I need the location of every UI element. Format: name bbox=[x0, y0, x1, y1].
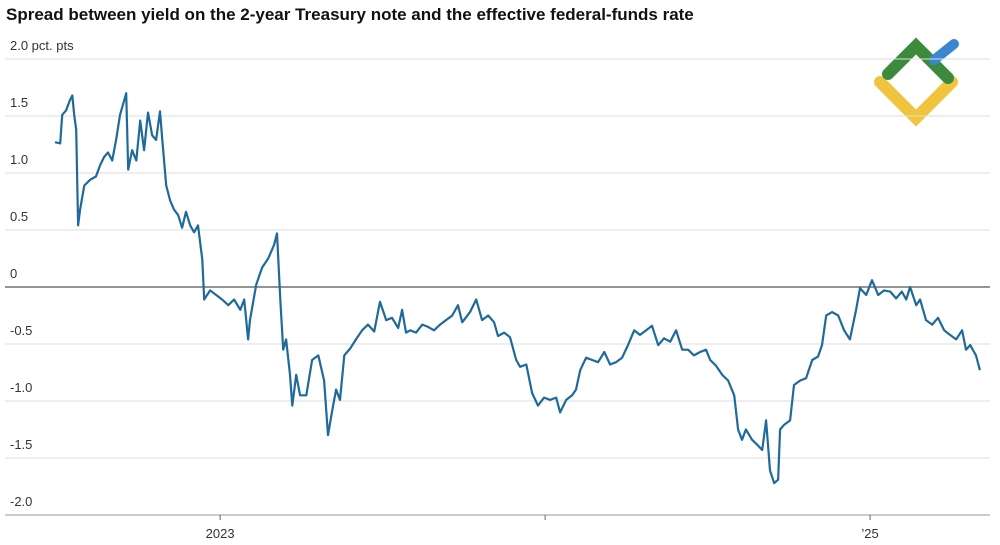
y-tick-label: 0.5 bbox=[10, 209, 28, 224]
y-tick-label: -2.0 bbox=[10, 494, 32, 509]
y-tick-label: -1.5 bbox=[10, 437, 32, 452]
y-tick-label: -1.0 bbox=[10, 380, 32, 395]
y-tick-label: -0.5 bbox=[10, 323, 32, 338]
x-tick-label: ’25 bbox=[861, 526, 878, 541]
logo bbox=[874, 37, 959, 127]
y-tick-label: 2.0 pct. pts bbox=[10, 38, 74, 53]
y-tick-label: 0 bbox=[10, 266, 17, 281]
x-tick-label: 2023 bbox=[206, 526, 235, 541]
y-tick-label: 1.5 bbox=[10, 95, 28, 110]
chart-title: Spread between yield on the 2-year Treas… bbox=[6, 5, 694, 24]
line-series bbox=[54, 92, 981, 485]
y-tick-label: 1.0 bbox=[10, 152, 28, 167]
